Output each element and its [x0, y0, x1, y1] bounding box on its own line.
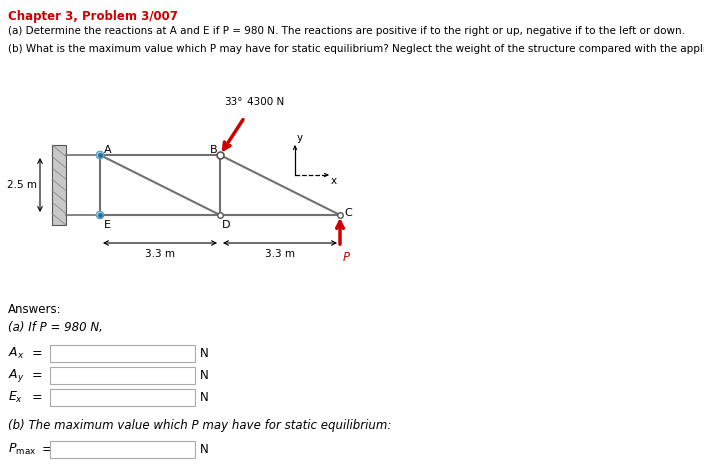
Bar	[50, 345, 195, 362]
Text: =: =	[42, 443, 53, 456]
Text: =: =	[32, 391, 43, 404]
Text: =: =	[32, 347, 43, 360]
Text: (b) What is the maximum value which P may have for static equilibrium? Neglect t: (b) What is the maximum value which P ma…	[8, 44, 704, 54]
Text: $A_x$: $A_x$	[8, 346, 25, 361]
Text: P: P	[343, 251, 350, 264]
Bar	[50, 441, 195, 458]
Text: Chapter 3, Problem 3/007: Chapter 3, Problem 3/007	[8, 10, 178, 23]
Text: (b) The maximum value which P may have for static equilibrium:: (b) The maximum value which P may have f…	[8, 419, 391, 432]
Text: E: E	[104, 220, 111, 230]
Text: N: N	[200, 391, 209, 404]
Text: C: C	[344, 208, 352, 218]
Text: $P_{\mathrm{max}}$: $P_{\mathrm{max}}$	[8, 442, 37, 457]
Text: (a) Determine the reactions at A and E if P = 980 N. The reactions are positive : (a) Determine the reactions at A and E i…	[8, 26, 685, 36]
Circle shape	[96, 211, 104, 219]
Text: 3.3 m: 3.3 m	[265, 249, 295, 259]
Text: N: N	[200, 369, 209, 382]
Text: x: x	[331, 176, 337, 186]
Text: D: D	[222, 220, 230, 230]
Text: $E_x$: $E_x$	[8, 390, 23, 405]
Text: 4300 N: 4300 N	[246, 97, 284, 107]
Text: N: N	[200, 443, 209, 456]
Text: 33°: 33°	[224, 97, 242, 107]
Bar	[52, 145, 66, 225]
Text: A: A	[104, 145, 112, 155]
Circle shape	[96, 151, 104, 159]
Bar	[50, 389, 195, 406]
Text: y: y	[297, 133, 303, 143]
Text: N: N	[200, 347, 209, 360]
Text: 2.5 m: 2.5 m	[7, 180, 37, 190]
Text: Answers:: Answers:	[8, 303, 62, 316]
Text: B: B	[210, 145, 218, 155]
Text: =: =	[32, 369, 43, 382]
Text: (a) If P = 980 N,: (a) If P = 980 N,	[8, 321, 103, 334]
Text: $A_y$: $A_y$	[8, 367, 25, 384]
Text: 3.3 m: 3.3 m	[145, 249, 175, 259]
Bar	[50, 367, 195, 384]
